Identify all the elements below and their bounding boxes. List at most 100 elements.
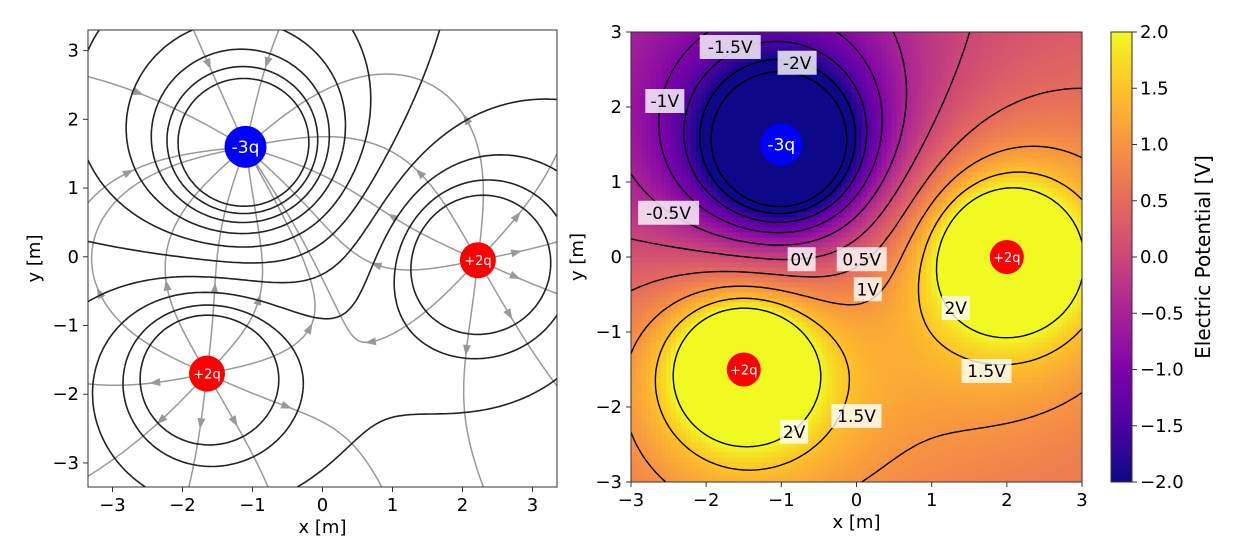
heatmap-cell bbox=[631, 207, 637, 213]
heatmap-cell bbox=[756, 342, 762, 348]
heatmap-cell bbox=[836, 327, 843, 333]
heatmap-cell bbox=[721, 247, 727, 253]
heatmap-cell bbox=[736, 472, 742, 478]
heatmap-cell bbox=[986, 467, 993, 473]
heatmap-cell bbox=[646, 467, 652, 473]
heatmap-cell bbox=[1066, 367, 1073, 373]
heatmap-cell bbox=[791, 372, 797, 378]
plot-area bbox=[88, 30, 557, 487]
heatmap-cell bbox=[1056, 402, 1063, 408]
heatmap-cell bbox=[1066, 392, 1073, 398]
heatmap-cell bbox=[786, 227, 792, 233]
heatmap-cell bbox=[786, 472, 792, 478]
heatmap-cell bbox=[771, 387, 777, 393]
heatmap-cell bbox=[631, 252, 637, 258]
heatmap-cell bbox=[976, 302, 983, 308]
heatmap-cell bbox=[876, 352, 883, 358]
heatmap-cell bbox=[1016, 302, 1023, 308]
heatmap-cell bbox=[831, 287, 838, 293]
heatmap-cell bbox=[956, 232, 963, 238]
heatmap-cell bbox=[741, 232, 747, 238]
heatmap-cell bbox=[901, 367, 908, 373]
heatmap-cell bbox=[741, 227, 747, 233]
heatmap-cell bbox=[956, 252, 963, 258]
heatmap-cell bbox=[691, 292, 697, 298]
heatmap-cell bbox=[906, 272, 913, 278]
heatmap-cell bbox=[771, 407, 777, 413]
heatmap-cell bbox=[676, 407, 682, 413]
heatmap-cell bbox=[1061, 277, 1068, 283]
heatmap-cell bbox=[821, 382, 828, 388]
heatmap-cell bbox=[821, 292, 828, 298]
heatmap-cell bbox=[991, 447, 998, 453]
heatmap-cell bbox=[641, 237, 647, 243]
heatmap-cell bbox=[901, 462, 908, 468]
heatmap-cell bbox=[871, 357, 878, 363]
heatmap-cell bbox=[706, 317, 712, 323]
heatmap-cell bbox=[936, 277, 943, 283]
heatmap-cell bbox=[716, 382, 722, 388]
heatmap-cell bbox=[1076, 322, 1082, 328]
heatmap-cell bbox=[781, 457, 787, 463]
heatmap-cell bbox=[866, 317, 873, 323]
heatmap-cell bbox=[986, 272, 993, 278]
heatmap-cell bbox=[856, 467, 863, 473]
heatmap-cell bbox=[991, 467, 998, 473]
heatmap-cell bbox=[1076, 357, 1082, 363]
heatmap-cell bbox=[636, 357, 642, 363]
heatmap-cell bbox=[1076, 237, 1082, 243]
heatmap-cell bbox=[1006, 312, 1013, 318]
heatmap-cell bbox=[741, 217, 747, 223]
heatmap-cell bbox=[981, 392, 988, 398]
heatmap-cell bbox=[906, 342, 913, 348]
heatmap-cell bbox=[756, 462, 762, 468]
heatmap-cell bbox=[856, 317, 863, 323]
heatmap-cell bbox=[926, 287, 933, 293]
y-tick-label: 3 bbox=[68, 41, 79, 62]
heatmap-cell bbox=[701, 292, 707, 298]
heatmap-cell bbox=[986, 222, 993, 228]
heatmap-cell bbox=[716, 207, 722, 213]
heatmap-cell bbox=[676, 277, 682, 283]
heatmap-cell bbox=[1046, 362, 1053, 368]
heatmap-cell bbox=[651, 277, 657, 283]
heatmap-cell bbox=[641, 307, 647, 313]
heatmap-cell bbox=[751, 457, 757, 463]
heatmap-cell bbox=[871, 377, 878, 383]
heatmap-cell bbox=[1046, 317, 1053, 323]
heatmap-cell bbox=[981, 222, 988, 228]
heatmap-cell bbox=[906, 297, 913, 303]
heatmap-cell bbox=[871, 467, 878, 473]
heatmap-cell bbox=[636, 332, 642, 338]
heatmap-cell bbox=[841, 227, 848, 233]
heatmap-cell bbox=[736, 302, 742, 308]
heatmap-cell bbox=[961, 427, 968, 433]
heatmap-cell bbox=[846, 287, 853, 293]
heatmap-cell bbox=[991, 462, 998, 468]
heatmap-cell bbox=[956, 462, 963, 468]
heatmap-cell bbox=[741, 302, 747, 308]
field-line bbox=[462, 273, 485, 487]
heatmap-cell bbox=[861, 337, 868, 343]
heatmap-cell bbox=[901, 447, 908, 453]
heatmap-cell bbox=[926, 252, 933, 258]
heatmap-cell bbox=[731, 277, 737, 283]
heatmap-cell bbox=[831, 227, 838, 233]
heatmap-cell bbox=[1056, 287, 1063, 293]
heatmap-cell bbox=[966, 277, 973, 283]
heatmap-cell bbox=[846, 442, 853, 448]
heatmap-cell bbox=[711, 472, 717, 478]
heatmap-cell bbox=[996, 472, 1003, 478]
heatmap-cell bbox=[1036, 272, 1043, 278]
heatmap-cell bbox=[1066, 297, 1073, 303]
heatmap-cell bbox=[636, 317, 642, 323]
heatmap-cell bbox=[836, 372, 843, 378]
heatmap-cell bbox=[641, 417, 647, 423]
heatmap-cell bbox=[656, 432, 662, 438]
y-tick-label: −3 bbox=[52, 453, 79, 474]
heatmap-cell bbox=[756, 407, 762, 413]
heatmap-cell bbox=[711, 357, 717, 363]
heatmap-cell bbox=[661, 327, 667, 333]
heatmap-cell bbox=[771, 367, 777, 373]
field-line bbox=[88, 147, 232, 205]
